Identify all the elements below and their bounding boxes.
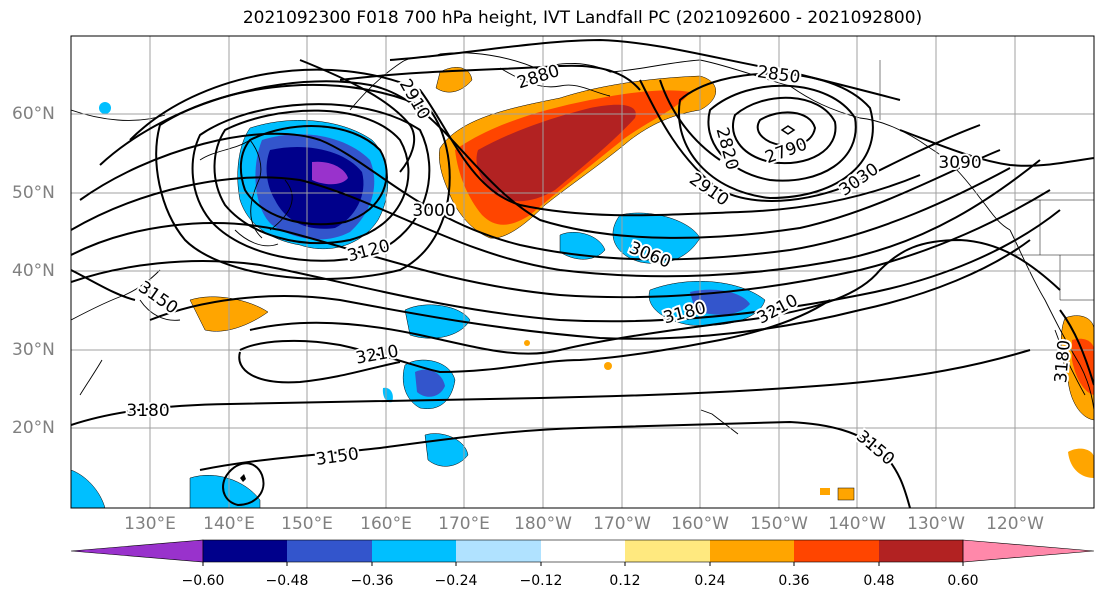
contour-3030 xyxy=(99,80,1001,239)
lat-label-30n: 30°N xyxy=(12,340,55,360)
colorbar-label: 0.12 xyxy=(609,573,641,589)
contour-3210-south xyxy=(239,299,831,374)
country-borders xyxy=(879,60,1094,301)
contour-3090-east xyxy=(899,129,1094,167)
colorbar-segment xyxy=(962,539,1095,563)
lat-label-60n: 60°N xyxy=(12,104,55,124)
colorbar-segment xyxy=(203,540,287,562)
contour-low-east-2 xyxy=(732,96,837,165)
colorbar-label: 0.36 xyxy=(778,573,810,589)
cyclone-center-marker xyxy=(240,474,246,482)
contour-2910-west xyxy=(299,59,416,173)
contour-label: 3000 xyxy=(412,201,455,221)
lon-label: 130°W xyxy=(907,514,965,534)
contour-3150-west xyxy=(71,269,136,301)
contour-low-1 xyxy=(239,125,388,226)
lon-label: 160°W xyxy=(671,514,729,534)
lon-label: 170°E xyxy=(438,514,490,534)
colorbar-segment xyxy=(625,540,710,562)
contour-3180-south xyxy=(71,349,1031,426)
contour-high-tropics xyxy=(222,462,265,507)
colorbar-segment xyxy=(70,539,204,563)
lon-label: 140°E xyxy=(203,514,255,534)
map-frame xyxy=(70,35,1095,509)
contour-low-east-4 xyxy=(677,72,874,200)
contour-2880 xyxy=(339,64,641,91)
contour-3150-south xyxy=(199,420,911,508)
colorbar-segment xyxy=(541,540,625,562)
contour-low-3 xyxy=(191,103,431,262)
lon-label: 120°W xyxy=(986,514,1044,534)
contour-low-east-1 xyxy=(756,111,817,147)
colorbar-label: −0.12 xyxy=(519,573,563,589)
contour-2850 xyxy=(389,38,901,101)
colorbar-segment xyxy=(794,540,879,562)
colorbar-label: −0.48 xyxy=(265,573,309,589)
colorbar-segment xyxy=(710,540,794,562)
colorbar-segment xyxy=(372,540,456,562)
contour-3210-north xyxy=(249,238,1061,355)
contour-3060 xyxy=(79,132,1011,261)
lat-label-40n: 40°N xyxy=(12,261,55,281)
contour-3120 xyxy=(71,189,1051,299)
colorbar-segment xyxy=(287,540,372,562)
colorbar-label: 0.24 xyxy=(694,573,726,589)
lon-label: 180°W xyxy=(514,514,572,534)
contour-3180-east xyxy=(1059,309,1094,386)
contour-low-4 xyxy=(155,83,451,280)
colorbar-label: −0.24 xyxy=(434,573,478,589)
arctic-low-marker xyxy=(780,125,796,135)
contour-3150-north xyxy=(71,209,1061,323)
contour-label: 3180 xyxy=(1051,339,1075,384)
contour-2910-mid xyxy=(639,79,981,202)
lon-label: 150°W xyxy=(750,514,808,534)
lon-label: 160°E xyxy=(360,514,412,534)
contour-3180-north xyxy=(149,239,1031,340)
colorbar-segment xyxy=(879,540,963,562)
contour-low-2 xyxy=(213,109,410,244)
contour-2820 xyxy=(659,79,721,161)
lon-label: 130°E xyxy=(124,514,176,534)
height-contours xyxy=(71,38,1094,508)
map-title: 2021092300 F018 700 hPa height, IVT Land… xyxy=(242,8,923,28)
contour-3210-loop xyxy=(238,351,401,384)
map-plot-area xyxy=(71,36,1094,508)
colorbar-segment xyxy=(456,540,541,562)
lat-label-50n: 50°N xyxy=(12,183,55,203)
colorbar-label: −0.36 xyxy=(350,573,394,589)
colorbar-label: −0.60 xyxy=(181,573,225,589)
colorbar xyxy=(70,539,1095,566)
lat-label-20n: 20°N xyxy=(12,418,55,438)
lon-label: 140°W xyxy=(828,514,886,534)
lon-label: 150°E xyxy=(281,514,333,534)
lon-label: 170°W xyxy=(593,514,651,534)
contour-label: 3090 xyxy=(938,153,981,173)
contour-3090 xyxy=(71,159,1041,278)
colorbar-label: 0.60 xyxy=(947,573,979,589)
contour-low-east-3 xyxy=(707,84,857,182)
colorbar-label: 0.48 xyxy=(863,573,895,589)
contour-label: 3180 xyxy=(126,401,169,421)
